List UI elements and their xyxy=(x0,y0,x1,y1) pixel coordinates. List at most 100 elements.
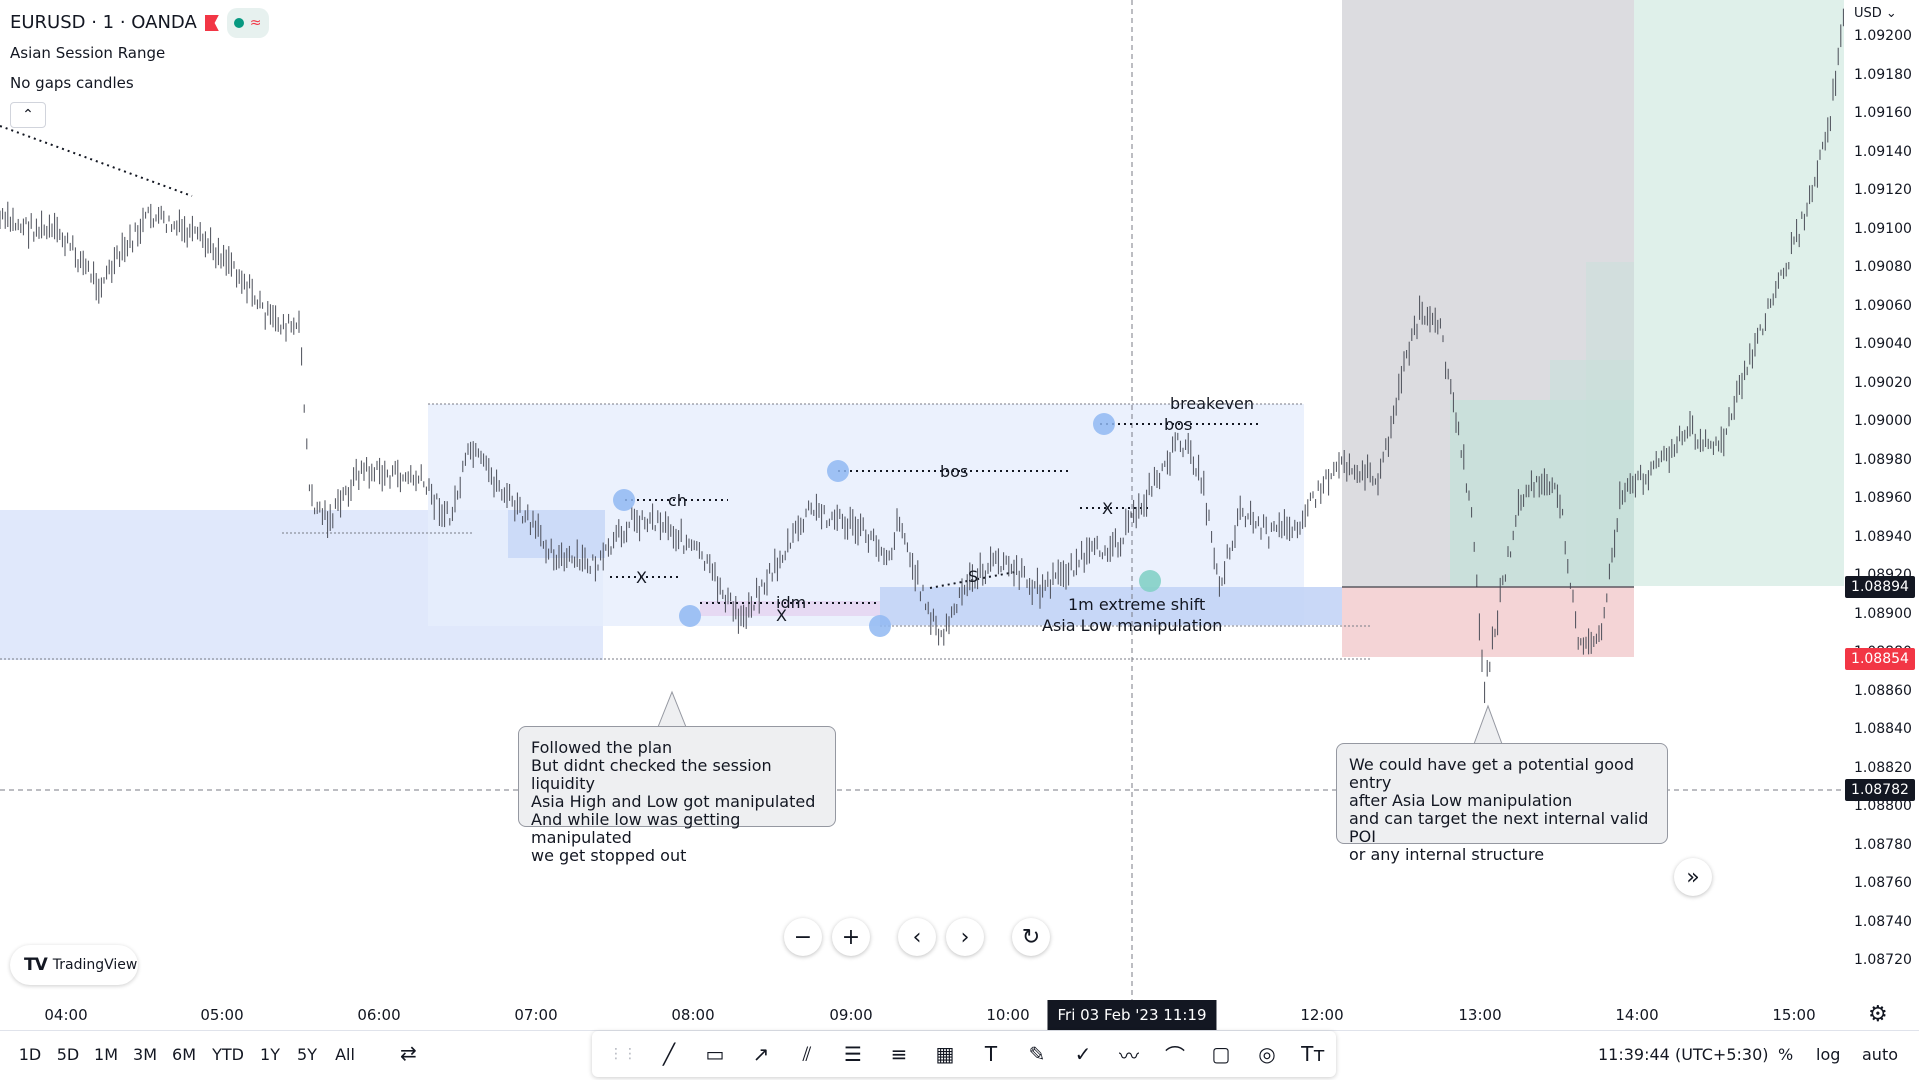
price-chart[interactable]: ch bos bos breakeven idm X X X S 1m extr… xyxy=(0,0,1844,1000)
curve-tool[interactable]: ⌒ xyxy=(1152,1034,1198,1074)
parallel-channel-tool[interactable]: ⫽ xyxy=(784,1034,830,1074)
tradingview-logo[interactable]: TV TradingView xyxy=(10,945,138,985)
stop-price-tag: 1.08854 xyxy=(1845,648,1915,670)
plus-icon: + xyxy=(841,924,861,950)
price-axis-label: 1.08720 xyxy=(1854,952,1912,968)
chevron-up-icon: ⌃ xyxy=(22,107,34,123)
range-button-1d[interactable]: 1D xyxy=(18,1045,42,1064)
swing-point xyxy=(613,489,635,511)
target-tool[interactable]: ◎ xyxy=(1244,1034,1290,1074)
tradingview-logo-icon: TV xyxy=(24,955,48,975)
reset-chart-button[interactable]: ↻ xyxy=(1012,918,1050,956)
indicator-no-gaps[interactable]: No gaps candles xyxy=(10,74,134,92)
scroll-left-button[interactable]: ‹ xyxy=(898,918,936,956)
parallel-channel-icon: ⫽ xyxy=(802,1042,812,1066)
text-tool[interactable]: T xyxy=(968,1034,1014,1074)
price-axis-label: 1.09120 xyxy=(1854,182,1912,198)
callout-pointer-left xyxy=(657,690,687,728)
log-toggle[interactable]: log xyxy=(1816,1045,1841,1064)
text-anchor-tool[interactable]: Tт xyxy=(1290,1034,1336,1074)
price-axis-label: 1.08940 xyxy=(1854,528,1912,545)
note-callout-right[interactable]: We could have get a potential good entry… xyxy=(1336,743,1668,864)
rectangle-icon: ▭ xyxy=(705,1042,725,1066)
scroll-to-realtime-button[interactable]: » xyxy=(1674,858,1712,896)
fib-retracement-tool[interactable]: ≡ xyxy=(876,1034,922,1074)
range-button-5y[interactable]: 5Y xyxy=(297,1045,317,1064)
highlighter-tool[interactable]: ✓ xyxy=(1060,1034,1106,1074)
ray-icon: ↗ xyxy=(752,1042,770,1066)
symbol-title[interactable]: EURUSD · 1 · OANDA xyxy=(10,12,197,33)
price-axis[interactable]: 1.09200 1.09180 1.09160 1.09140 1.09120 1.091… xyxy=(1844,0,1919,1000)
note-callout-left[interactable]: Followed the plan But didnt checked the … xyxy=(518,726,836,865)
price-axis-label: 1.09100 xyxy=(1854,220,1912,237)
chevron-left-icon: ‹ xyxy=(912,924,922,950)
regression-tool[interactable]: ☰ xyxy=(830,1034,876,1074)
candlestick-series xyxy=(0,8,1844,704)
chart-area[interactable]: ch bos bos breakeven idm X X X S 1m extr… xyxy=(0,0,1844,1000)
range-button-1y[interactable]: 1Y xyxy=(260,1045,280,1064)
drag-handle-tool[interactable]: ⋮⋮ xyxy=(600,1034,646,1074)
range-button-1m[interactable]: 1M xyxy=(94,1045,118,1064)
time-axis-label: 07:00 xyxy=(514,1006,558,1024)
grid-icon: ▦ xyxy=(935,1042,955,1066)
grid-tool[interactable]: ▦ xyxy=(922,1034,968,1074)
swing-point xyxy=(1139,570,1161,592)
time-axis-label: 04:00 xyxy=(44,1006,88,1024)
time-axis-label: 10:00 xyxy=(986,1006,1030,1024)
chevron-right-icon: › xyxy=(960,924,970,950)
zoom-controls: − + ‹ › ↻ xyxy=(784,918,1050,956)
rectangle-tool[interactable]: ▭ xyxy=(692,1034,738,1074)
range-button-5d[interactable]: 5D xyxy=(56,1045,80,1064)
percent-toggle[interactable]: % xyxy=(1778,1045,1794,1064)
market-status-badge[interactable]: ≈ xyxy=(226,8,269,38)
brush-tool[interactable]: ✎ xyxy=(1014,1034,1060,1074)
brand-name: TradingView xyxy=(52,957,138,973)
target-icon: ◎ xyxy=(1258,1042,1276,1066)
price-axis-label: 1.08820 xyxy=(1854,759,1912,776)
price-axis-label: 1.09020 xyxy=(1854,374,1912,391)
indicator-asian-session[interactable]: Asian Session Range xyxy=(10,44,166,62)
label-s: S xyxy=(968,567,978,586)
spacer xyxy=(880,918,888,956)
ray-tool[interactable]: ↗ xyxy=(738,1034,784,1074)
trend-line-tool[interactable]: ╱ xyxy=(646,1034,692,1074)
swing-point xyxy=(679,605,701,627)
price-axis-label: 1.09140 xyxy=(1854,143,1912,160)
current-price-tag: 1.08894 xyxy=(1845,576,1915,598)
price-axis-label: 1.08960 xyxy=(1854,490,1912,506)
zoom-out-button[interactable]: − xyxy=(784,918,822,956)
range-button-ytd[interactable]: YTD xyxy=(212,1045,244,1064)
crosshair-price-tag: 1.08782 xyxy=(1845,779,1915,801)
currency-selector[interactable]: USD ⌄ xyxy=(1854,6,1897,21)
clock[interactable]: 11:39:44 (UTC+5:30) xyxy=(1598,1045,1769,1064)
price-axis-label: 1.09040 xyxy=(1854,336,1912,352)
swing-point xyxy=(1093,413,1115,435)
auto-toggle[interactable]: auto xyxy=(1862,1045,1899,1064)
time-axis-label: 13:00 xyxy=(1458,1006,1502,1024)
date-range-icon[interactable]: ⇄ xyxy=(400,1041,417,1065)
fib-retracement-icon: ≡ xyxy=(890,1042,908,1066)
path-tool[interactable]: 〰 xyxy=(1106,1034,1152,1074)
label-shift: 1m extreme shift xyxy=(1068,595,1205,614)
range-button-3m[interactable]: 3M xyxy=(133,1045,157,1064)
scroll-right-button[interactable]: › xyxy=(946,918,984,956)
callout-tool[interactable]: ▢ xyxy=(1198,1034,1244,1074)
price-axis-label: 1.09000 xyxy=(1854,413,1912,429)
stop-loss-zone xyxy=(1342,587,1634,657)
zoom-in-button[interactable]: + xyxy=(832,918,870,956)
time-axis[interactable]: 04:0005:0006:0007:0008:0009:0010:0011:00… xyxy=(0,1000,1919,1030)
collapse-legend-button[interactable]: ⌃ xyxy=(10,102,46,128)
market-open-icon xyxy=(233,18,244,28)
curve-icon: ⌒ xyxy=(1165,1043,1185,1068)
long-inner-zone-3 xyxy=(1586,262,1634,586)
double-chevron-right-icon: » xyxy=(1686,864,1700,890)
callout-pointer-right xyxy=(1473,704,1503,745)
crosshair-time: Fri 03 Feb '23 11:19 xyxy=(1057,1006,1207,1024)
price-axis-label: 1.08980 xyxy=(1854,451,1912,468)
price-axis-label: 1.09060 xyxy=(1854,297,1912,314)
symbol-header[interactable]: EURUSD · 1 · OANDA ≈ xyxy=(10,8,269,38)
range-button-all[interactable]: All xyxy=(335,1045,355,1064)
range-button-6m[interactable]: 6M xyxy=(172,1045,196,1064)
time-axis-label: 15:00 xyxy=(1772,1006,1816,1024)
gear-icon[interactable]: ⚙ xyxy=(1868,1002,1888,1027)
